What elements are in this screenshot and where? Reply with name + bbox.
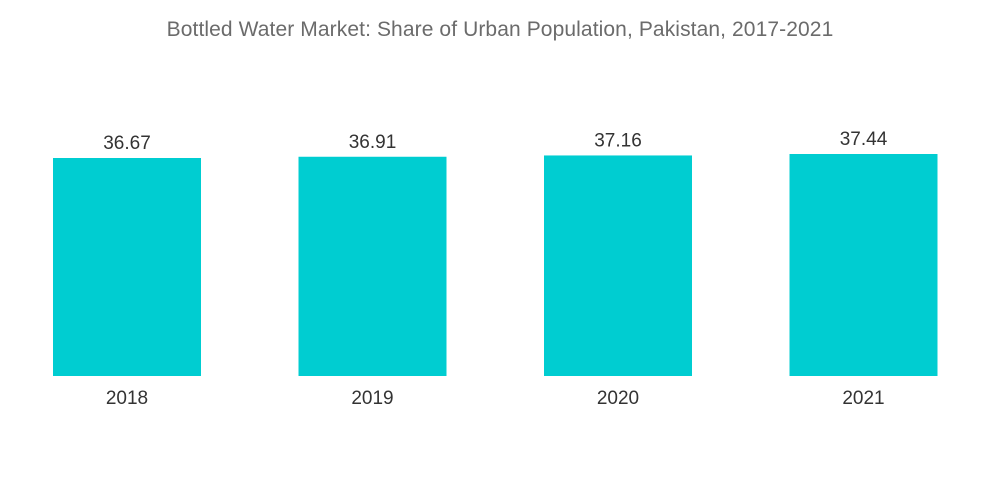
bar-2021	[789, 154, 938, 376]
x-tick-label-2019: 2019	[351, 388, 393, 409]
x-tick-label-2021: 2021	[842, 388, 884, 409]
x-tick-label-2018: 2018	[106, 388, 148, 409]
data-label-2020: 37.16	[594, 130, 642, 151]
data-label-2021: 37.44	[840, 129, 888, 150]
bar-2018	[53, 158, 201, 376]
bar-2019	[298, 156, 447, 376]
bar-2020	[544, 155, 692, 376]
data-label-2018: 36.67	[103, 133, 151, 154]
chart-title: Bottled Water Market: Share of Urban Pop…	[166, 18, 834, 41]
x-tick-label-2020: 2020	[597, 388, 639, 409]
data-label-2019: 36.91	[349, 132, 397, 153]
